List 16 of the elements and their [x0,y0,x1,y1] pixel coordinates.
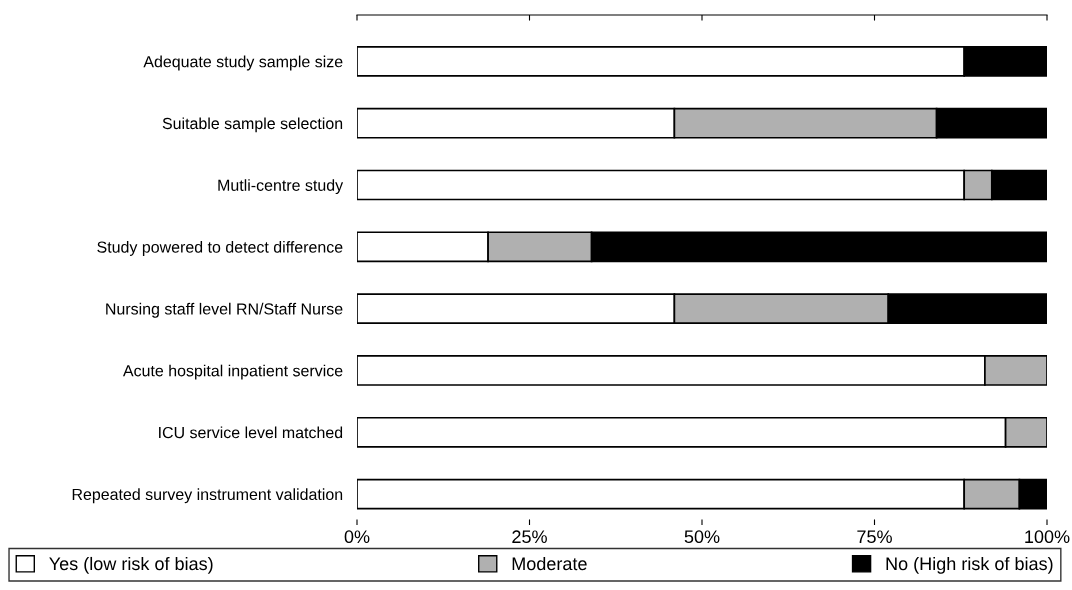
x-tick-label: 50% [684,530,720,544]
x-tick-label: 25% [512,530,547,544]
y-tick-label: Repeated survey instrument validation [72,488,343,504]
y-tick-label: Adequate study sample size [143,55,343,71]
y-tick-label: ICU service level matched [159,426,343,439]
legend-label: Yes (low risk of bias) [49,556,213,574]
y-tick-label: Nursing staff level RN/Staff Nurse [106,302,343,318]
legend-label: No (High risk of bias) [886,556,1053,574]
legend-label: Moderate [512,556,587,571]
x-tick-label: 75% [857,530,892,544]
y-tick-label: Acute hospital inpatient service [122,364,343,380]
y-tick-label: Study powered to detect difference [97,241,343,256]
x-tick-label: 0% [344,530,370,544]
x-tick-label: 100% [1025,530,1070,544]
y-tick-label: Mutli-centre study [218,179,344,195]
y-tick-label: Suitable sample selection [162,117,343,133]
